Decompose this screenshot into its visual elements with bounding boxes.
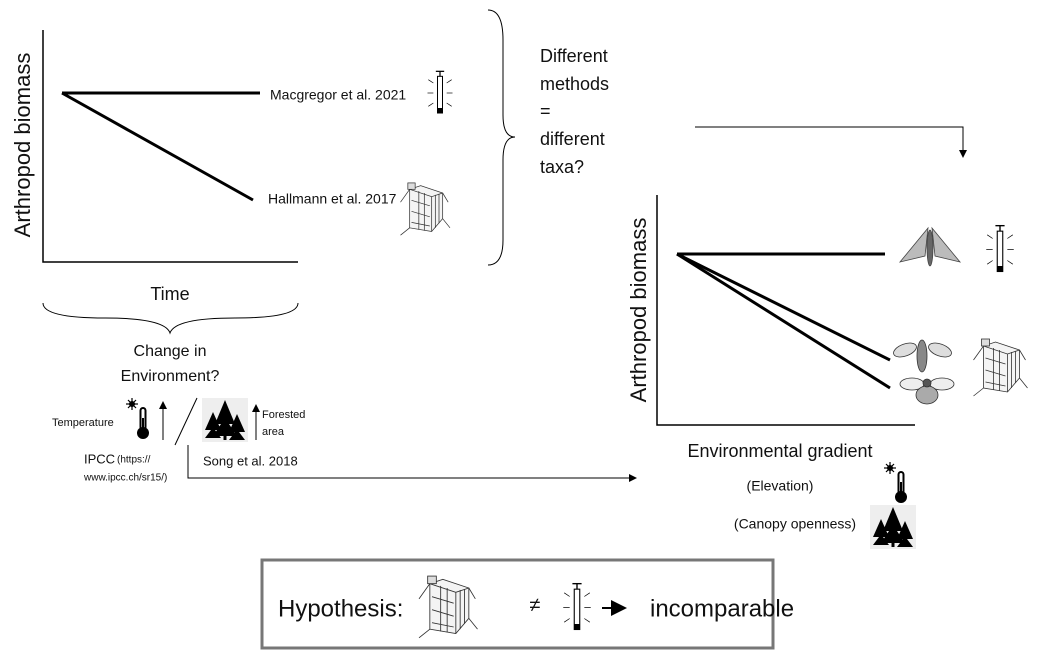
moth-icon: [898, 226, 962, 267]
ipcc-url: www.ipcc.ch/sr15/): [83, 473, 167, 484]
line-label: Hallmann et al. 2017: [268, 191, 397, 207]
malaise-trap-icon: [400, 182, 451, 236]
thermometer-icon: [883, 461, 908, 504]
thermometer-icon: [125, 397, 150, 440]
brace: [42, 302, 299, 335]
hypothesis-label: Hypothesis:: [278, 595, 403, 622]
trend-line: [676, 252, 891, 390]
separator: [174, 397, 198, 446]
hypothesis-result: incomparable: [650, 595, 794, 622]
wasp-icon: [893, 339, 952, 373]
not-equal: ≠: [530, 594, 541, 616]
ipcc-label: IPCC: [84, 451, 115, 466]
line-label: Macgregor et al. 2021: [270, 87, 406, 103]
axes: [42, 30, 298, 263]
y-label: Arthropod biomass: [10, 53, 35, 238]
question-text: different: [540, 129, 605, 149]
song-label: Song et al. 2018: [203, 453, 298, 468]
question-text: methods: [540, 74, 609, 94]
temperature-label: Temperature: [52, 417, 114, 429]
question-text: taxa?: [540, 157, 584, 177]
gradient-label: (Canopy openness): [734, 516, 856, 532]
gradient-label: (Elevation): [747, 478, 814, 494]
env-title: Change in: [134, 343, 207, 360]
axes: [656, 195, 915, 426]
forested-label: Forested: [262, 409, 305, 421]
env-title: Environment?: [121, 368, 220, 385]
light-trap-icon: [426, 70, 454, 114]
trend-line: [61, 91, 254, 202]
forested-label: area: [262, 426, 285, 438]
y-label: Arthropod biomass: [626, 218, 651, 403]
malaise-trap-icon: [973, 338, 1028, 397]
light-trap-icon: [985, 224, 1015, 273]
bee-icon: [899, 377, 955, 405]
x-label: Environmental gradient: [687, 441, 872, 461]
brace: [487, 9, 516, 266]
question-text: Different: [540, 46, 608, 66]
hypothesis-box: [260, 558, 775, 650]
arrow: [695, 126, 967, 158]
trend-line: [676, 252, 891, 362]
ipcc-url: (https://: [117, 455, 151, 466]
x-label: Time: [150, 284, 189, 304]
question-text: =: [540, 101, 551, 121]
arrow: [187, 445, 637, 482]
